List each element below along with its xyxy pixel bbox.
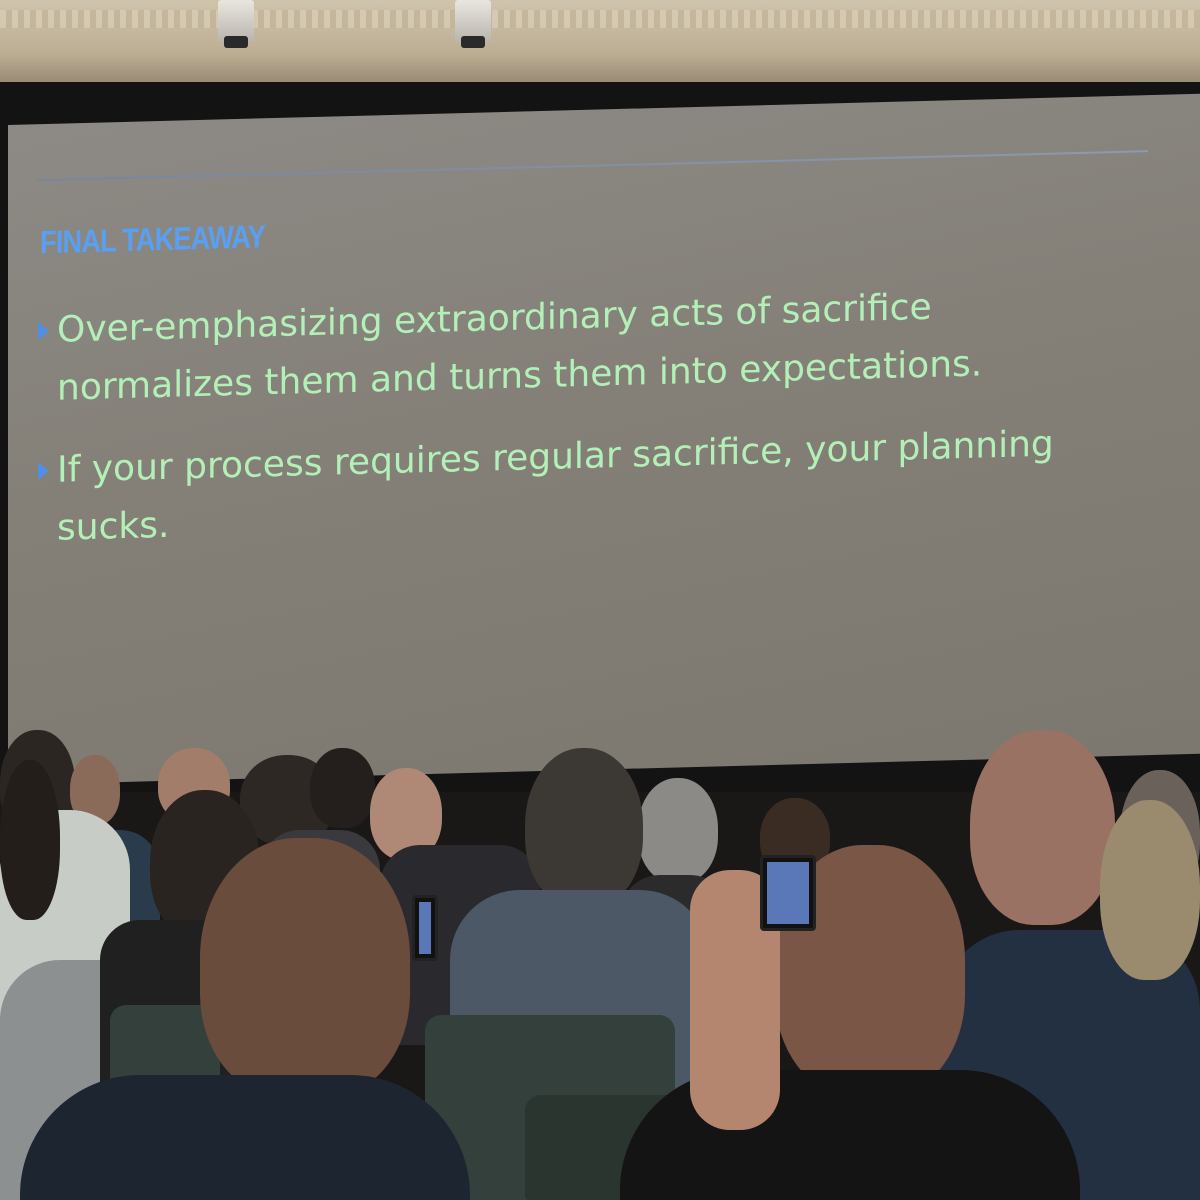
presentation-slide: FINAL TAKEAWAY Over-emphasizing extraord… (8, 93, 1200, 786)
audience-head (310, 748, 375, 828)
audience-head (370, 768, 442, 860)
audience-head (0, 760, 60, 920)
slide-bullet-1: Over-emphasizing extraordinary acts of s… (38, 273, 1158, 418)
audience (0, 720, 1200, 1200)
audience-head (970, 730, 1115, 925)
slide-bullet-2: If your process requires regular sacrifi… (38, 413, 1158, 558)
slide-divider (38, 150, 1148, 182)
ceiling-projector-left (218, 0, 254, 48)
audience-body (20, 1075, 470, 1200)
audience-head (200, 838, 410, 1098)
audience-head (525, 748, 643, 908)
phone-device (412, 895, 438, 961)
phone-screen (767, 862, 809, 924)
audience-body (620, 1070, 1080, 1200)
slide-title: FINAL TAKEAWAY (40, 218, 265, 261)
audience-head (638, 778, 718, 883)
phone-screen (419, 902, 431, 954)
audience-head (1100, 800, 1200, 980)
bullet-triangle-icon (38, 461, 49, 481)
ceiling-projector-right (455, 0, 491, 48)
bullet-triangle-icon (38, 321, 49, 341)
phone-device (760, 855, 816, 931)
ceiling-trim (0, 10, 1200, 28)
